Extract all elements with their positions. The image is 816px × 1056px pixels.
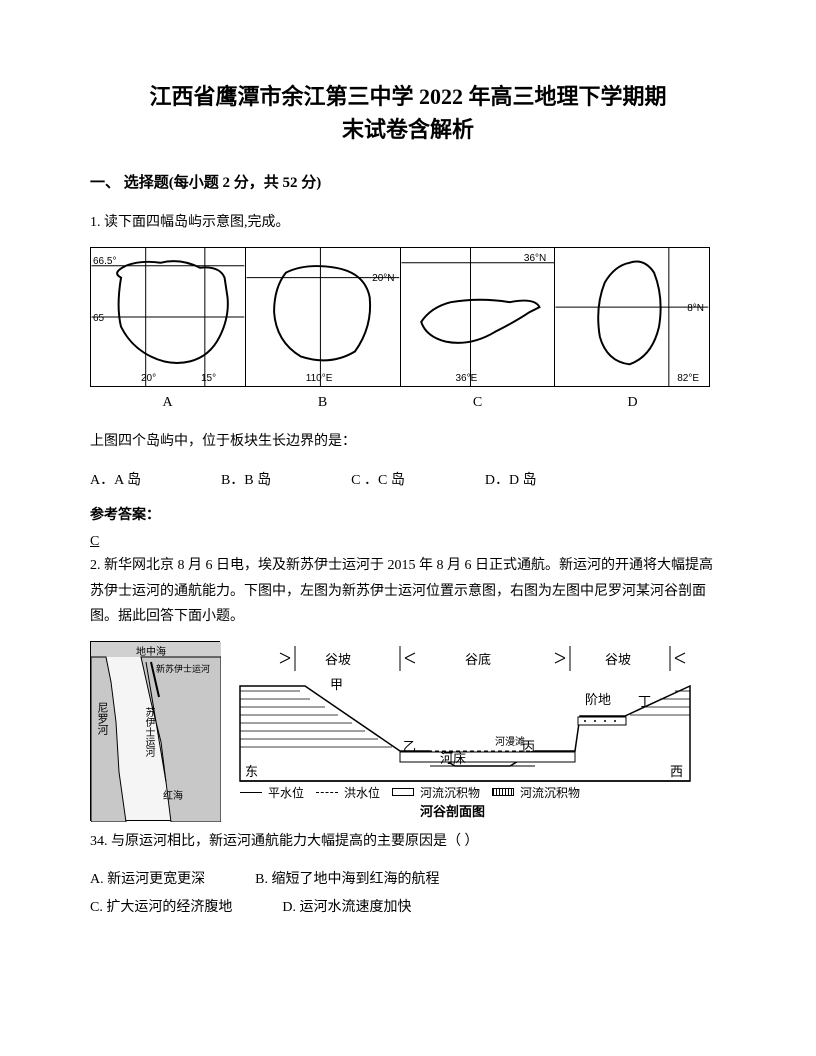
coord-c1: 36°N bbox=[524, 253, 546, 264]
leg4: 河流沉积物 bbox=[520, 784, 580, 801]
hechuang: 河床 bbox=[440, 748, 466, 767]
coord-b2: 110°E bbox=[306, 373, 333, 384]
title-line2: 末试卷含解析 bbox=[90, 113, 726, 146]
q34: 34. 与原运河相比，新运河通航能力大幅提高的主要原因是（ ） bbox=[90, 829, 726, 854]
title-line1: 江西省鹰潭市余江第三中学 2022 年高三地理下学期期 bbox=[90, 80, 726, 113]
map-labels: A B C D bbox=[90, 395, 710, 411]
coord-a2: 65 bbox=[93, 313, 104, 324]
q2-options: A. 新运河更宽更深 B. 缩短了地中海到红海的航程 C. 扩大运河的经济腹地 … bbox=[90, 866, 726, 922]
coord-c2: 36°E bbox=[456, 373, 478, 384]
leg3: 河流沉积物 bbox=[420, 784, 480, 801]
coord-d1: 8°N bbox=[687, 303, 704, 314]
med-label: 地中海 bbox=[136, 643, 166, 658]
suez-map: 地中海 新苏伊士运河 尼罗河 苏伊士运河 红海 bbox=[90, 641, 220, 821]
coord-d2: 82°E bbox=[677, 373, 699, 384]
q2-opt-c: C. 扩大运河的经济腹地 bbox=[90, 894, 232, 922]
section-header: 一、 选择题(每小题 2 分，共 52 分) bbox=[90, 171, 726, 192]
q2-opt-a: A. 新运河更宽更深 bbox=[90, 866, 205, 894]
leg1: 平水位 bbox=[268, 784, 304, 801]
coord-a3: 20° bbox=[141, 373, 156, 384]
island-b-svg bbox=[246, 248, 400, 386]
dong: 东 bbox=[245, 761, 258, 780]
q1-opt-a: A．A 岛 bbox=[90, 469, 141, 489]
nile-label: 尼罗河 bbox=[94, 702, 110, 735]
yi: 乙 bbox=[403, 736, 416, 755]
gupo2: 谷坡 bbox=[605, 649, 631, 668]
coord-b1: 20°N bbox=[372, 273, 394, 284]
q2-opt-b: B. 缩短了地中海到红海的航程 bbox=[255, 866, 439, 894]
map-panel-c: 36°N 36°E bbox=[401, 248, 556, 386]
gudi: 谷底 bbox=[465, 649, 491, 668]
q1-prompt: 1. 读下面四幅岛屿示意图,完成。 bbox=[90, 210, 726, 235]
answer-label: 参考答案： bbox=[90, 504, 726, 524]
map-panel-a: 66.5° 65 20° 15° bbox=[91, 248, 246, 386]
xi: 西 bbox=[670, 761, 683, 780]
ding: 丁 bbox=[638, 691, 651, 710]
island-a-svg bbox=[91, 248, 245, 386]
label-d: D bbox=[555, 395, 710, 411]
q2-opt-d: D. 运河水流速度加快 bbox=[282, 894, 411, 922]
q2-prompt: 2. 新华网北京 8 月 6 日电，埃及新苏伊士运河于 2015 年 8 月 6… bbox=[90, 553, 726, 629]
valley-profile: 谷坡 谷底 谷坡 甲 阶地 丁 乙 河床 丙 河漫滩 东 西 平水位 洪水位 河… bbox=[230, 641, 700, 821]
profile-caption: 河谷剖面图 bbox=[420, 801, 485, 820]
jiedi: 阶地 bbox=[585, 689, 611, 708]
island-maps: 66.5° 65 20° 15° 20°N 110°E 36°N 36°E bbox=[90, 247, 710, 387]
label-b: B bbox=[245, 395, 400, 411]
figure2-container: 地中海 新苏伊士运河 尼罗河 苏伊士运河 红海 bbox=[90, 641, 726, 821]
q1-opt-b: B．B 岛 bbox=[221, 469, 271, 489]
q1-options: A．A 岛 B．B 岛 C ．C 岛 D．D 岛 bbox=[90, 469, 726, 489]
hemantan: 河漫滩 bbox=[495, 733, 525, 748]
q1-opt-c: C ．C 岛 bbox=[351, 469, 405, 489]
q1-answer: C bbox=[90, 534, 726, 550]
gupo1: 谷坡 bbox=[325, 649, 351, 668]
jia: 甲 bbox=[330, 674, 343, 693]
red-sea-label: 红海 bbox=[163, 787, 183, 802]
new-canal-label: 新苏伊士运河 bbox=[156, 662, 210, 675]
figure1-container: 66.5° 65 20° 15° 20°N 110°E 36°N 36°E bbox=[90, 247, 726, 411]
map-panel-b: 20°N 110°E bbox=[246, 248, 401, 386]
q1-opt-d: D．D 岛 bbox=[485, 469, 537, 489]
coord-a1: 66.5° bbox=[93, 256, 116, 267]
island-c-svg bbox=[401, 248, 555, 386]
map-panel-d: 8°N 82°E bbox=[555, 248, 709, 386]
island-d-svg bbox=[555, 248, 709, 386]
label-c: C bbox=[400, 395, 555, 411]
q1-question: 上图四个岛屿中，位于板块生长边界的是： bbox=[90, 429, 726, 454]
suez-label: 苏伊士运河 bbox=[141, 707, 156, 757]
leg2: 洪水位 bbox=[344, 784, 380, 801]
coord-a4: 15° bbox=[201, 373, 216, 384]
exam-title: 江西省鹰潭市余江第三中学 2022 年高三地理下学期期 末试卷含解析 bbox=[90, 80, 726, 146]
legend-row: 平水位 洪水位 河流沉积物 河流沉积物 bbox=[240, 784, 580, 801]
label-a: A bbox=[90, 395, 245, 411]
